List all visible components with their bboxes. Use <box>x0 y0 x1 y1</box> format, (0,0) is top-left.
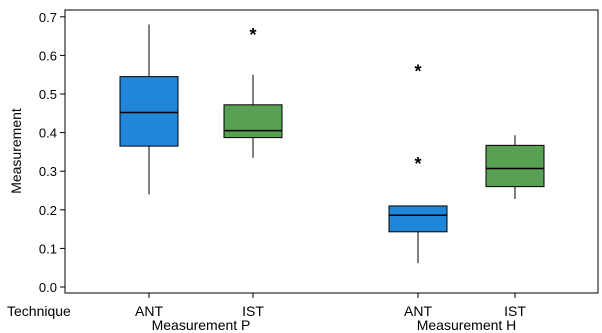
group-label: Measurement P <box>152 317 251 333</box>
y-tick-label: 0.2 <box>39 203 57 218</box>
technique-label: ANT <box>135 303 163 319</box>
technique-row-label: Technique <box>7 303 71 319</box>
y-axis-ticks: 0.0 0.1 0.2 0.3 0.4 0.5 0.6 0.7 <box>39 10 65 295</box>
y-tick-label: 0.5 <box>39 87 57 102</box>
outlier-point: * <box>249 25 256 45</box>
outlier-point: * <box>414 154 421 174</box>
y-axis-label: Measurement <box>8 108 24 194</box>
box-ant <box>388 205 448 233</box>
y-tick-label: 0.4 <box>39 126 57 141</box>
y-tick-label: 0.1 <box>39 241 57 256</box>
group-label: Measurement H <box>417 317 517 333</box>
boxes: * * * <box>119 24 545 264</box>
box-ist <box>485 144 545 188</box>
box-ist <box>223 104 283 139</box>
y-tick-label: 0.6 <box>39 48 57 63</box>
technique-label: IST <box>242 303 264 319</box>
y-tick-label: 0.3 <box>39 164 57 179</box>
technique-label: IST <box>504 303 526 319</box>
technique-label: ANT <box>404 303 432 319</box>
y-tick-label: 0.7 <box>39 10 57 25</box>
y-tick-label: 0.0 <box>39 280 57 295</box>
outlier-point: * <box>414 62 421 82</box>
box-ant <box>119 76 179 147</box>
